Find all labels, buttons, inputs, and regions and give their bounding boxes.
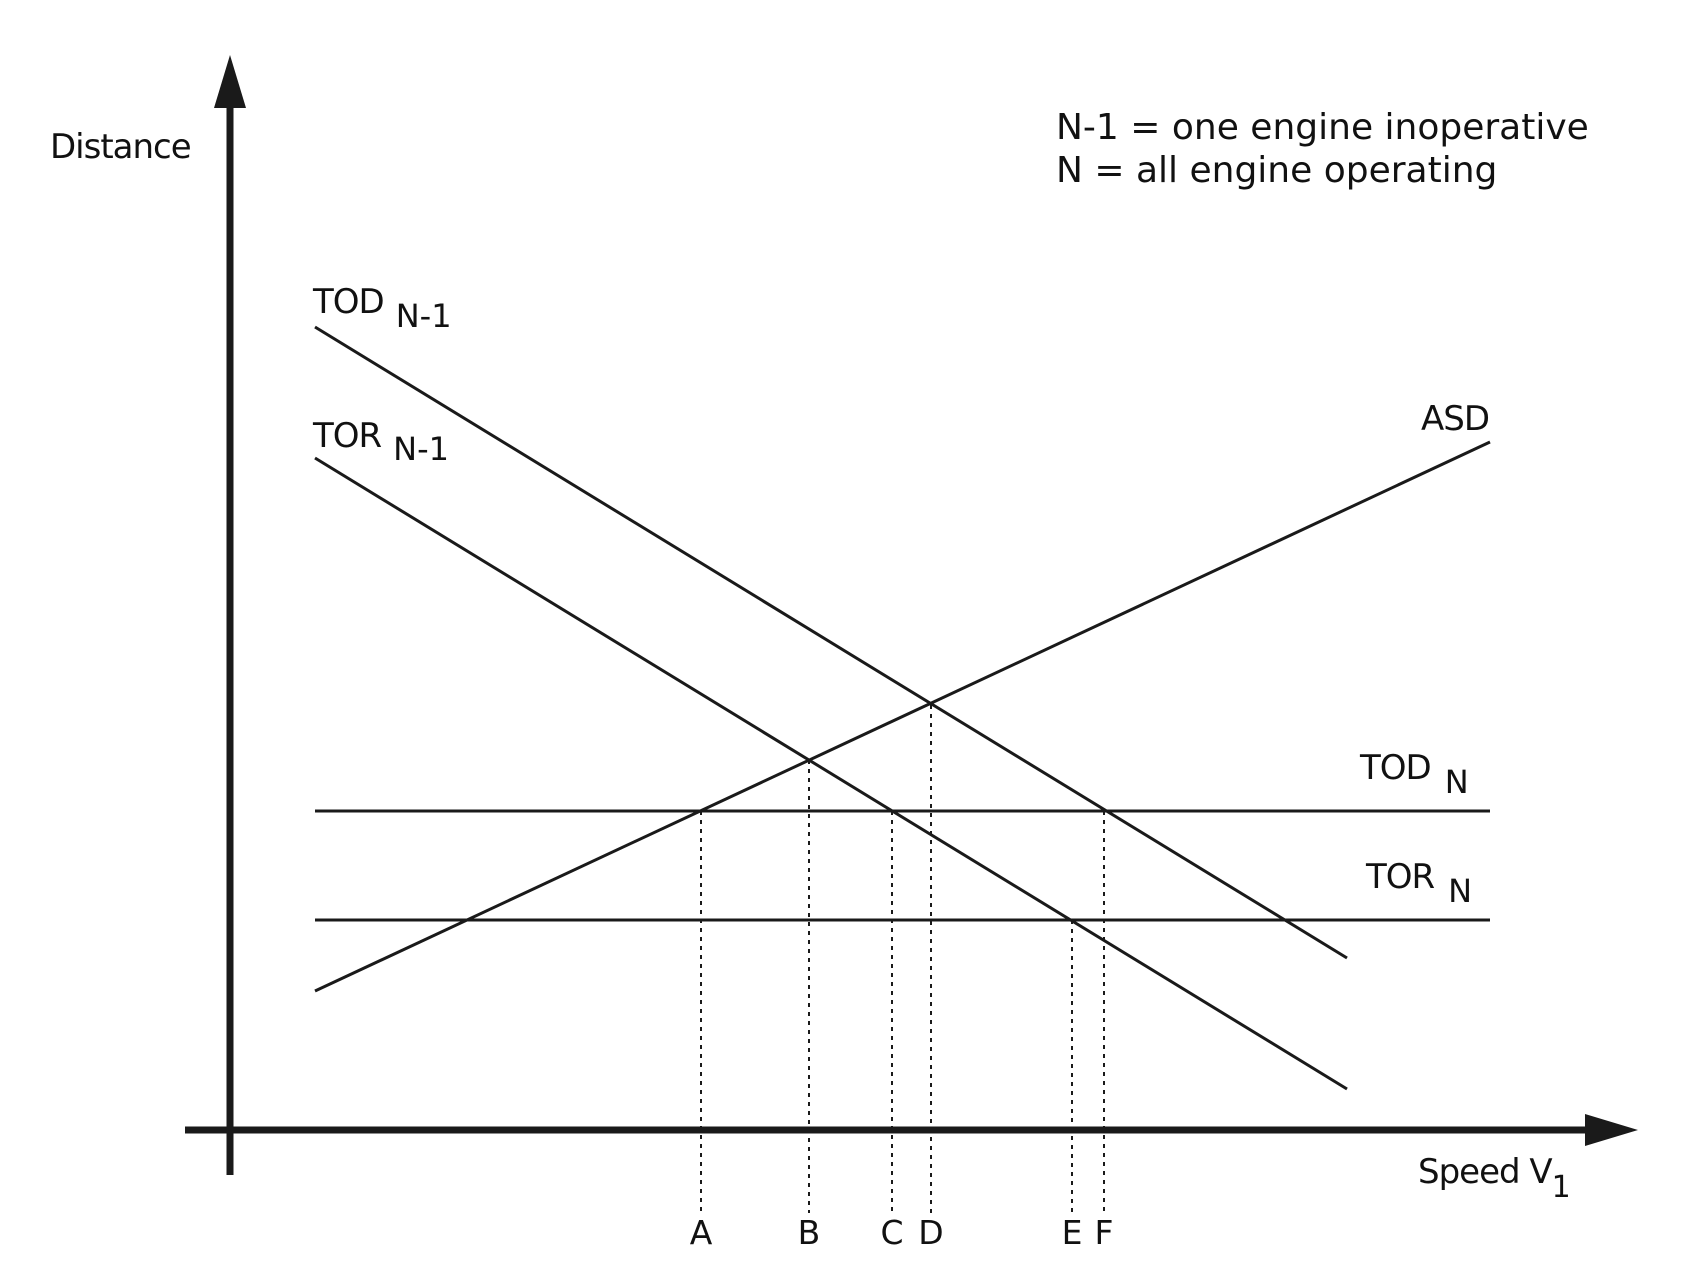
- tod-n-minus-1-main: TOD: [312, 282, 384, 322]
- point-label-b: B: [798, 1213, 821, 1252]
- asd-label: ASD: [1421, 399, 1489, 439]
- tod-n-main: TOD: [1359, 748, 1431, 788]
- tor-n-minus-1-main: TOR: [312, 416, 382, 456]
- point-label-c: C: [880, 1213, 903, 1252]
- tor-n-minus-1-line: [314, 456, 1348, 1091]
- x-axis-label: Speed V1: [1418, 1152, 1570, 1205]
- y-axis-arrowhead: [214, 55, 246, 108]
- tod-n-minus-1-label: TOD N-1: [312, 282, 452, 335]
- tor-n-label: TOR N: [1365, 857, 1472, 910]
- x-axis-label-main: Speed V: [1418, 1152, 1552, 1192]
- tor-n-main: TOR: [1365, 857, 1435, 897]
- tod-n-sub: N: [1445, 763, 1469, 801]
- x-axis-label-subscript: 1: [1552, 1170, 1570, 1205]
- tod-n-minus-1-sub: N-1: [396, 297, 452, 335]
- legend-n: N = all engine operating: [1056, 150, 1497, 191]
- x-axis-arrowhead: [1585, 1114, 1638, 1146]
- tor-n-minus-1-label: TOR N-1: [312, 416, 449, 468]
- point-label-e: E: [1062, 1213, 1083, 1252]
- point-label-f: F: [1095, 1213, 1114, 1252]
- tor-n-minus-1-sub: N-1: [393, 430, 449, 468]
- legend-n-minus-1: N-1 = one engine inoperative: [1056, 107, 1589, 148]
- tod-n-label: TOD N: [1359, 748, 1469, 801]
- y-axis-label: Distance: [50, 127, 191, 167]
- point-label-a: A: [690, 1213, 713, 1252]
- asd-line: [314, 440, 1491, 993]
- tor-n-sub: N: [1448, 872, 1472, 910]
- point-label-d: D: [918, 1213, 943, 1252]
- tod-n-minus-1-line: [314, 325, 1348, 960]
